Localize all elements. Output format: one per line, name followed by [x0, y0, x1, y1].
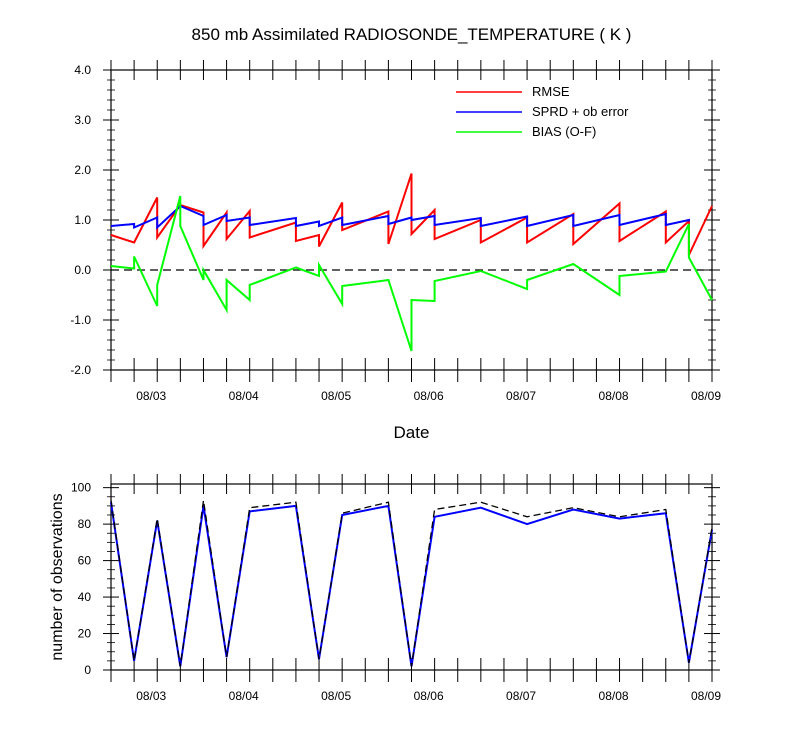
bottom-x-tick-label: 08/06: [414, 689, 444, 703]
bottom-y-tick-label: 60: [78, 554, 92, 568]
top-y-tick-label: -2.0: [70, 363, 91, 377]
top-series-bias-o-f: [110, 195, 713, 352]
bottom-y-tick-label: 0: [84, 663, 91, 677]
top-x-tick-label: 08/07: [506, 389, 536, 403]
bottom-y-tick-label: 40: [78, 590, 92, 604]
top-series-sprd-ob-error: [110, 204, 690, 230]
bottom-x-tick-label: 08/08: [599, 689, 629, 703]
top-x-tick-label: 08/03: [136, 389, 166, 403]
top-y-tick-label: 1.0: [74, 213, 91, 227]
bottom-x-tick-label: 08/09: [691, 689, 721, 703]
bottom-y-tick-label: 20: [78, 627, 92, 641]
legend-label-bias-o-f: BIAS (O-F): [532, 124, 596, 139]
top-y-tick-label: 0.0: [74, 263, 91, 277]
bottom-plot-frame: [110, 483, 713, 671]
top-x-tick-label: 08/05: [321, 389, 351, 403]
bottom-x-tick-label: 08/05: [321, 689, 351, 703]
bottom-y-tick-label: 80: [78, 517, 92, 531]
top-y-tick-label: -1.0: [70, 313, 91, 327]
bottom-y-tick-label: 100: [71, 481, 91, 495]
chart-title: 850 mb Assimilated RADIOSONDE_TEMPERATUR…: [192, 25, 632, 44]
top-y-tick-label: 4.0: [74, 63, 91, 77]
bottom-x-tick-label: 08/04: [229, 689, 259, 703]
y-axis-label: number of observations: [49, 493, 66, 660]
top-series-rmse: [110, 173, 713, 256]
legend-label-rmse: RMSE: [532, 84, 570, 99]
top-x-tick-label: 08/09: [691, 389, 721, 403]
legend-label-sprd-ob-error: SPRD + ob error: [532, 104, 629, 119]
top-x-tick-label: 08/06: [414, 389, 444, 403]
top-x-tick-label: 08/04: [229, 389, 259, 403]
top-x-tick-label: 08/08: [599, 389, 629, 403]
top-y-tick-label: 3.0: [74, 113, 91, 127]
top-y-tick-label: 2.0: [74, 163, 91, 177]
bottom-series-possible: [110, 500, 713, 667]
x-axis-label: Date: [394, 423, 430, 442]
bottom-series-assimilated: [110, 502, 713, 667]
bottom-x-tick-label: 08/07: [506, 689, 536, 703]
bottom-x-tick-label: 08/03: [136, 689, 166, 703]
